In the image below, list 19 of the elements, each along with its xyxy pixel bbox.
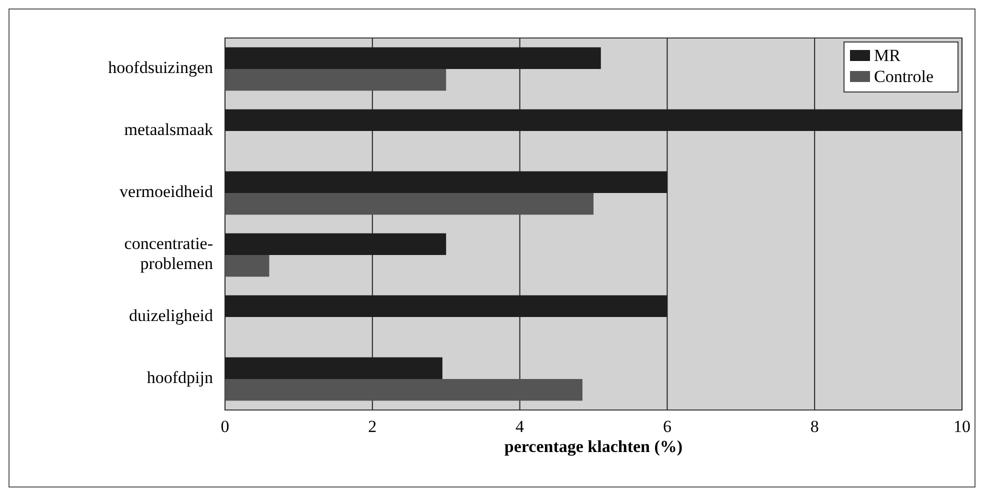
x-tick-label: 10 [954, 417, 970, 436]
bar [225, 379, 582, 401]
x-tick-label: 4 [516, 417, 525, 436]
x-tick-label: 2 [368, 417, 377, 436]
bar [225, 193, 594, 215]
bar [225, 255, 270, 277]
y-tick-label: hoofdpijn [146, 368, 214, 387]
x-axis-title: percentage klachten (%) [504, 437, 683, 456]
x-tick-label: 6 [662, 417, 672, 436]
y-tick-label: metaalsmaak [124, 120, 214, 139]
y-tick-label: vermoeidheid [120, 182, 214, 201]
x-tick-label: 8 [810, 417, 819, 436]
y-tick-label: concentratie-problemen [124, 234, 214, 273]
bar [225, 69, 446, 91]
x-tick-label: 0 [220, 417, 230, 436]
legend-label: Controle [874, 67, 934, 86]
legend-label: MR [874, 46, 902, 65]
y-tick-label: duizeligheid [128, 306, 214, 325]
y-tick-label: hoofdsuizingen [108, 58, 214, 77]
